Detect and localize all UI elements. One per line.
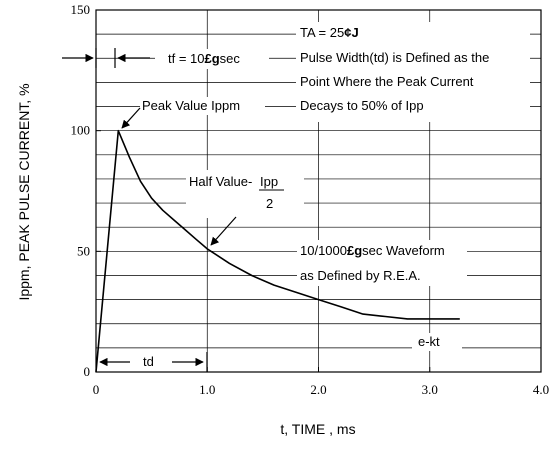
x-axis-label: t, TIME , ms bbox=[280, 421, 355, 437]
tf-label: tf = 10 bbox=[168, 51, 205, 66]
ekt-annotation: e-kt bbox=[412, 333, 462, 351]
ta-glyph: ¢J bbox=[344, 25, 358, 40]
y-tick-label: 50 bbox=[77, 243, 90, 258]
x-tick-label: 4.0 bbox=[533, 382, 549, 397]
waveform-line1-post: sec Waveform bbox=[362, 243, 445, 258]
waveform-note: 10/1000£gsec Waveform as Defined by R.E.… bbox=[297, 240, 467, 286]
half-value-ipp: Ipp bbox=[260, 174, 278, 189]
peak-annotation: Peak Value Ippm bbox=[121, 97, 265, 129]
peak-value-label: Peak Value Ippm bbox=[142, 98, 240, 113]
waveform-series-line bbox=[95, 129, 460, 373]
svg-text:tf = 10£gsec: tf = 10£gsec bbox=[168, 51, 240, 66]
y-tick-label: 150 bbox=[71, 2, 91, 17]
waveform-note-bg bbox=[297, 240, 467, 286]
tf-annotation: tf = 10£gsec bbox=[62, 48, 269, 69]
tf-unit: sec bbox=[220, 51, 241, 66]
pulse-width-line3: Decays to 50% of Ipp bbox=[300, 98, 424, 113]
tf-unit-glyph: £g bbox=[205, 51, 220, 66]
half-value-label: Half Value- bbox=[189, 174, 252, 189]
definition-note: TA = 25¢J Pulse Width(td) is Defined as … bbox=[296, 22, 530, 122]
ekt-label: e-kt bbox=[418, 334, 440, 349]
x-tick-label: 0 bbox=[93, 382, 100, 397]
grid bbox=[96, 10, 541, 372]
x-tick-label: 2.0 bbox=[310, 382, 326, 397]
half-value-annotation: Half Value- Ipp 2 bbox=[186, 170, 304, 246]
x-tick-label: 3.0 bbox=[422, 382, 438, 397]
y-tick-label: 100 bbox=[71, 123, 91, 138]
waveform-line1-pre: 10/1000 bbox=[300, 243, 347, 258]
td-label: td bbox=[143, 354, 154, 369]
ekt-label-bg bbox=[412, 333, 462, 351]
waveform-glyph: £g bbox=[347, 243, 362, 258]
definition-note-bg bbox=[296, 22, 530, 122]
axes: 0 1.0 2.0 3.0 4.0 0 50 100 150 bbox=[71, 2, 550, 397]
waveform-line2: as Defined by R.E.A. bbox=[300, 268, 421, 283]
td-annotation: td bbox=[99, 352, 208, 372]
peak-label-bg bbox=[140, 97, 265, 115]
half-value-denominator: 2 bbox=[266, 196, 273, 211]
y-axis-label: Ippm, PEAK PULSE CURRENT, % bbox=[16, 83, 32, 300]
svg-text:10/1000£gsec Waveform: 10/1000£gsec Waveform bbox=[300, 243, 445, 258]
pulse-width-line1: Pulse Width(td) is Defined as the bbox=[300, 50, 489, 65]
tf-label-bg bbox=[155, 49, 269, 69]
half-value-label-bg bbox=[186, 170, 304, 218]
svg-text:TA = 25¢J: TA = 25¢J bbox=[300, 25, 359, 40]
series-layer bbox=[95, 129, 460, 373]
pulse-width-line2: Point Where the Peak Current bbox=[300, 74, 474, 89]
td-label-bg bbox=[133, 353, 169, 370]
half-value-arrow bbox=[210, 216, 237, 246]
y-tick-label: 0 bbox=[84, 364, 91, 379]
x-tick-label: 1.0 bbox=[199, 382, 215, 397]
ta-label: TA = 25 bbox=[300, 25, 344, 40]
peak-arrow bbox=[121, 107, 141, 129]
